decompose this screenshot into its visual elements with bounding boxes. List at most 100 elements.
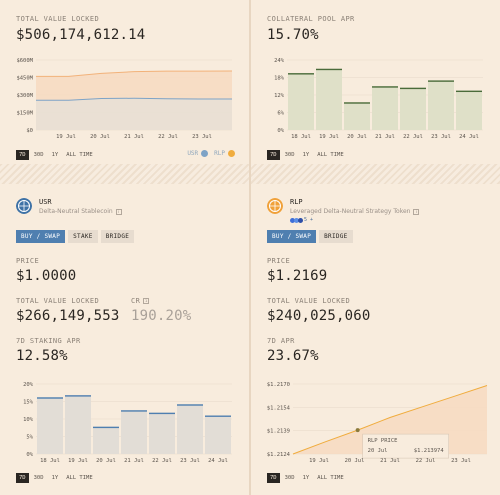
range-1y-button[interactable]: 1Y <box>302 475 310 481</box>
tooltip-value: $1.213974 <box>414 448 444 454</box>
range-all-time-button[interactable]: ALL TIME <box>317 152 344 158</box>
rlp-chain-chips[interactable]: 5 + <box>290 217 313 223</box>
rlp-description: Leveraged Delta-Neutral Strategy Token <box>290 208 411 215</box>
y-tick-label: $150M <box>16 111 33 117</box>
x-tick-label: 22 Jul <box>158 134 178 140</box>
range-7d-button[interactable]: 7D <box>267 473 280 483</box>
usr-stake-button[interactable]: STAKE <box>68 230 98 243</box>
tvl-value: $506,174,612.14 <box>16 27 146 43</box>
hover-point <box>355 428 360 433</box>
y-tick-label: 15% <box>23 400 34 406</box>
legend-rlp-dot[interactable] <box>228 150 235 157</box>
series-line-usr <box>36 97 232 101</box>
range-30d-button[interactable]: 30D <box>33 152 44 158</box>
x-tick-label: 18 Jul <box>40 458 60 464</box>
y-tick-label: 6% <box>277 111 284 117</box>
range-7d-button[interactable]: 7D <box>16 150 29 160</box>
chain-icon <box>294 217 299 223</box>
range-1y-button[interactable]: 1Y <box>51 475 59 481</box>
info-icon[interactable]: i <box>143 298 150 304</box>
usr-price-value: $1.0000 <box>16 268 77 284</box>
bar <box>372 86 398 130</box>
bar-top-line <box>344 102 370 104</box>
x-tick-label: 20 Jul <box>96 458 116 464</box>
usr-range-selector: 7D 30D 1Y ALL TIME <box>16 473 96 483</box>
rlp-buy-swap-button[interactable]: BUY / SWAP <box>267 230 317 243</box>
column-divider <box>249 0 251 495</box>
rlp-tvl-value: $240,025,060 <box>267 308 371 324</box>
y-tick-label: $450M <box>16 76 33 82</box>
range-all-time-button[interactable]: ALL TIME <box>317 475 344 481</box>
rlp-apr-label: 7D APR <box>267 337 295 345</box>
bar <box>121 410 147 454</box>
usr-cr-label: CR <box>131 297 141 305</box>
usr-bridge-button[interactable]: BRIDGE <box>100 230 135 243</box>
series-line-rlp <box>36 70 233 77</box>
chain-icon <box>298 217 303 223</box>
usr-cr-label-row: CR i <box>131 297 150 305</box>
range-7d-button[interactable]: 7D <box>267 150 280 160</box>
bar-top-line <box>37 397 63 399</box>
range-all-time-button[interactable]: ALL TIME <box>66 152 93 158</box>
y-tick-label: 5% <box>26 435 33 441</box>
info-icon[interactable]: i <box>115 208 122 215</box>
rlp-range-selector: 7D 30D 1Y ALL TIME <box>267 473 347 483</box>
x-tick-label: 21 Jul <box>124 458 144 464</box>
x-tick-label: 20 Jul <box>345 458 365 464</box>
bar <box>37 397 63 454</box>
range-7d-button[interactable]: 7D <box>16 473 29 483</box>
usr-panel: USR Delta-Neutral Stablecoin i BUY / SWA… <box>0 184 249 495</box>
x-tick-label: 20 Jul <box>90 134 110 140</box>
y-tick-label: $1.2154 <box>267 405 291 411</box>
collateral-apr-panel: COLLATERAL POOL APR 15.70% 24% 18% 12% 6% 0%… <box>251 0 500 164</box>
info-icon[interactable]: i <box>413 208 420 215</box>
rlp-price-value: $1.2169 <box>267 268 328 284</box>
rlp-bridge-button[interactable]: BRIDGE <box>319 230 353 243</box>
range-1y-button[interactable]: 1Y <box>51 152 59 158</box>
x-tick-label: 19 Jul <box>319 134 339 140</box>
rlp-description-row: Leveraged Delta-Neutral Strategy Token i <box>290 208 420 215</box>
y-tick-label: 0% <box>26 452 33 458</box>
apr-range-selector: 7D 30D 1Y ALL TIME <box>267 150 347 160</box>
y-tick-label: 10% <box>23 417 34 423</box>
y-tick-label: 24% <box>274 58 285 64</box>
usr-buy-swap-button[interactable]: BUY / SWAP <box>16 230 66 243</box>
x-tick-label: 19 Jul <box>309 458 329 464</box>
x-tick-label: 19 Jul <box>56 134 76 140</box>
rlp-chips-more: 5 + <box>304 217 314 223</box>
x-tick-label: 19 Jul <box>68 458 88 464</box>
range-1y-button[interactable]: 1Y <box>302 152 310 158</box>
y-tick-label: 12% <box>274 93 285 99</box>
bar <box>344 102 370 130</box>
bar <box>149 412 175 454</box>
rlp-tvl-label: TOTAL VALUE LOCKED <box>267 297 351 305</box>
y-tick-label: $1.2170 <box>267 382 290 388</box>
bar <box>400 87 426 130</box>
bar-top-line <box>65 395 91 397</box>
bar-top-line <box>93 426 119 429</box>
legend-rlp-label: RLP <box>214 150 225 157</box>
chain-icon <box>290 217 295 223</box>
x-tick-label: 24 Jul <box>459 134 479 140</box>
x-tick-label: 23 Jul <box>451 458 471 464</box>
y-tick-label: $300M <box>16 93 33 99</box>
usr-cr-value: 190.20% <box>131 308 192 324</box>
rlp-price-label: PRICE <box>267 257 291 265</box>
legend-usr-dot[interactable] <box>201 150 209 157</box>
bar-top-line <box>177 404 203 406</box>
range-30d-button[interactable]: 30D <box>33 475 44 481</box>
x-tick-label: 18 Jul <box>291 134 311 140</box>
range-30d-button[interactable]: 30D <box>284 152 295 158</box>
y-tick-label: 18% <box>274 76 285 82</box>
bar-top-line <box>316 68 342 71</box>
legend-usr-label: USR <box>187 150 199 157</box>
bar <box>456 90 482 130</box>
range-30d-button[interactable]: 30D <box>284 475 295 481</box>
range-all-time-button[interactable]: ALL TIME <box>66 475 93 481</box>
bar <box>428 80 454 130</box>
price-line <box>292 385 488 455</box>
y-tick-label: $1.2124 <box>267 452 291 458</box>
usr-description-row: Delta-Neutral Stablecoin i <box>39 208 122 215</box>
y-tick-label: $0 <box>26 128 33 134</box>
usr-token-icon <box>16 198 32 214</box>
